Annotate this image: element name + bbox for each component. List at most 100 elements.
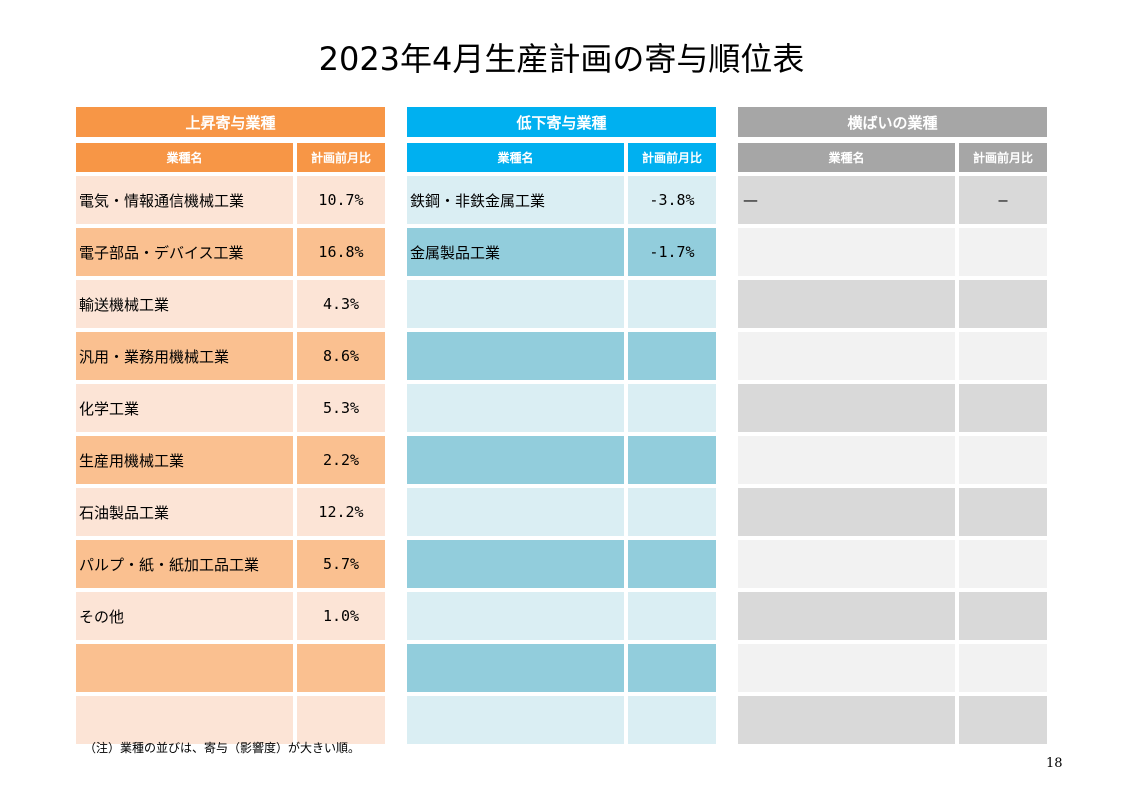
industry-name-cell [738, 280, 955, 328]
table-row: 化学工業 5.3% [76, 384, 385, 432]
mom-change-cell [628, 540, 716, 588]
industry-name-cell [738, 436, 955, 484]
industry-name-cell: 電気・情報通信機械工業 [76, 176, 293, 224]
mom-change-cell: 1.0% [297, 592, 385, 640]
table-row [738, 644, 1047, 692]
mom-change-cell [959, 384, 1047, 432]
upward-contribution-table: 上昇寄与業種 業種名 計画前月比 電気・情報通信機械工業 10.7% 電子部品・デバ… [76, 107, 385, 748]
industry-name-cell [407, 384, 624, 432]
table-row [738, 384, 1047, 432]
table-row [407, 488, 716, 536]
industry-name-cell [738, 228, 955, 276]
table-row [76, 696, 385, 744]
table-row [738, 592, 1047, 640]
mom-change-cell [959, 540, 1047, 588]
industry-name-cell [407, 332, 624, 380]
table-row: 汎用・業務用機械工業 8.6% [76, 332, 385, 380]
table-row [407, 644, 716, 692]
table-row: その他 1.0% [76, 592, 385, 640]
industry-name-cell: パルプ・紙・紙加工品工業 [76, 540, 293, 588]
mom-change-cell [628, 436, 716, 484]
industry-name-cell [407, 488, 624, 536]
column-headers: 業種名 計画前月比 [76, 143, 385, 172]
mom-change-cell [628, 488, 716, 536]
mom-change-cell: 10.7% [297, 176, 385, 224]
table-rows: 鉄鋼・非鉄金属工業 -3.8% 金属製品工業 -1.7% [407, 176, 716, 744]
table-row [738, 436, 1047, 484]
flat-industry-table: 横ばいの業種 業種名 計画前月比 — — [738, 107, 1047, 748]
industry-name-cell: 化学工業 [76, 384, 293, 432]
table-row [738, 488, 1047, 536]
column-header-mom: 計画前月比 [297, 143, 385, 172]
mom-change-cell [628, 592, 716, 640]
industry-name-cell [407, 592, 624, 640]
industry-name-cell [738, 696, 955, 744]
mom-change-cell [297, 696, 385, 744]
table-row [407, 332, 716, 380]
page-title: 2023年4月生産計画の寄与順位表 [318, 40, 805, 78]
industry-name-cell: 汎用・業務用機械工業 [76, 332, 293, 380]
table-row: 生産用機械工業 2.2% [76, 436, 385, 484]
mom-change-cell [959, 696, 1047, 744]
industry-name-cell: 石油製品工業 [76, 488, 293, 536]
mom-change-cell: 2.2% [297, 436, 385, 484]
industry-name-cell [407, 540, 624, 588]
mom-change-cell [628, 280, 716, 328]
table-row [76, 644, 385, 692]
industry-name-cell [738, 644, 955, 692]
industry-name-cell: 生産用機械工業 [76, 436, 293, 484]
column-header-industry: 業種名 [738, 143, 955, 172]
column-headers: 業種名 計画前月比 [407, 143, 716, 172]
column-header-mom: 計画前月比 [959, 143, 1047, 172]
column-header-mom: 計画前月比 [628, 143, 716, 172]
table-row [738, 280, 1047, 328]
table-row: — — [738, 176, 1047, 224]
mom-change-cell [959, 332, 1047, 380]
table-rows: — — [738, 176, 1047, 744]
industry-name-cell [738, 488, 955, 536]
table-row [738, 540, 1047, 588]
mom-change-cell: 8.6% [297, 332, 385, 380]
mom-change-cell [628, 384, 716, 432]
mom-change-cell: — [959, 176, 1047, 224]
table-row [407, 540, 716, 588]
mom-change-cell: 5.3% [297, 384, 385, 432]
industry-name-cell [407, 436, 624, 484]
table-row [738, 696, 1047, 744]
table-row [407, 436, 716, 484]
table-row [738, 332, 1047, 380]
table-row: 金属製品工業 -1.7% [407, 228, 716, 276]
table-row: 電気・情報通信機械工業 10.7% [76, 176, 385, 224]
table-row [738, 228, 1047, 276]
group-header: 低下寄与業種 [407, 107, 716, 137]
mom-change-cell: -3.8% [628, 176, 716, 224]
industry-name-cell [738, 384, 955, 432]
mom-change-cell: 12.2% [297, 488, 385, 536]
table-row: パルプ・紙・紙加工品工業 5.7% [76, 540, 385, 588]
group-header: 横ばいの業種 [738, 107, 1047, 137]
table-row: 石油製品工業 12.2% [76, 488, 385, 536]
mom-change-cell: 16.8% [297, 228, 385, 276]
industry-name-cell [407, 280, 624, 328]
mom-change-cell [959, 436, 1047, 484]
page-number: 18 [1046, 756, 1063, 771]
footnote: （注）業種の並びは、寄与（影響度）が大きい順。 [84, 741, 361, 755]
industry-name-cell [76, 696, 293, 744]
table-row [407, 592, 716, 640]
table-row [407, 280, 716, 328]
industry-name-cell [76, 644, 293, 692]
industry-name-cell: 輸送機械工業 [76, 280, 293, 328]
mom-change-cell: 4.3% [297, 280, 385, 328]
table-row: 鉄鋼・非鉄金属工業 -3.8% [407, 176, 716, 224]
industry-name-cell: — [738, 176, 955, 224]
mom-change-cell [959, 280, 1047, 328]
industry-name-cell [738, 592, 955, 640]
table-row [407, 696, 716, 744]
mom-change-cell: -1.7% [628, 228, 716, 276]
mom-change-cell [959, 592, 1047, 640]
mom-change-cell [628, 332, 716, 380]
mom-change-cell [628, 696, 716, 744]
industry-name-cell: 電子部品・デバイス工業 [76, 228, 293, 276]
mom-change-cell [297, 644, 385, 692]
industry-name-cell: 鉄鋼・非鉄金属工業 [407, 176, 624, 224]
